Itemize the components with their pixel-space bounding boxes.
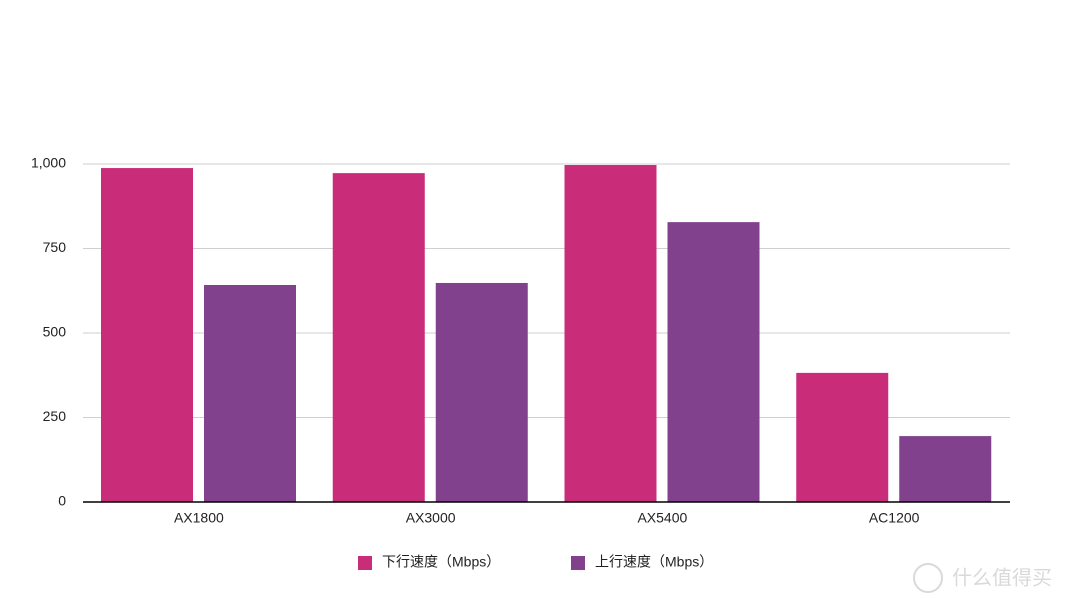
y-tick-label: 1,000 (31, 155, 66, 171)
watermark-icon (913, 563, 943, 593)
bar (332, 173, 425, 502)
bar (899, 436, 992, 502)
x-tick-label: AX5400 (637, 510, 687, 526)
bar (101, 168, 193, 502)
legend-label: 下行速度（Mbps） (382, 554, 500, 570)
y-tick-label: 0 (58, 493, 66, 509)
legend-swatch (571, 556, 585, 570)
bar (435, 282, 528, 502)
bar (564, 165, 657, 502)
x-tick-label: AX3000 (406, 510, 456, 526)
legend-swatch (358, 556, 372, 570)
y-tick-label: 250 (43, 408, 67, 424)
y-tick-label: 750 (43, 239, 67, 255)
bar (204, 285, 296, 502)
watermark-text: 什么值得买 (952, 566, 1052, 589)
x-tick-label: AC1200 (869, 510, 920, 526)
legend-label: 上行速度（Mbps） (595, 554, 713, 570)
bar (796, 372, 889, 502)
y-tick-label: 500 (43, 324, 67, 340)
bar (667, 222, 760, 503)
watermark: 什么值得买 (913, 563, 1052, 593)
x-tick-label: AX1800 (174, 510, 224, 526)
